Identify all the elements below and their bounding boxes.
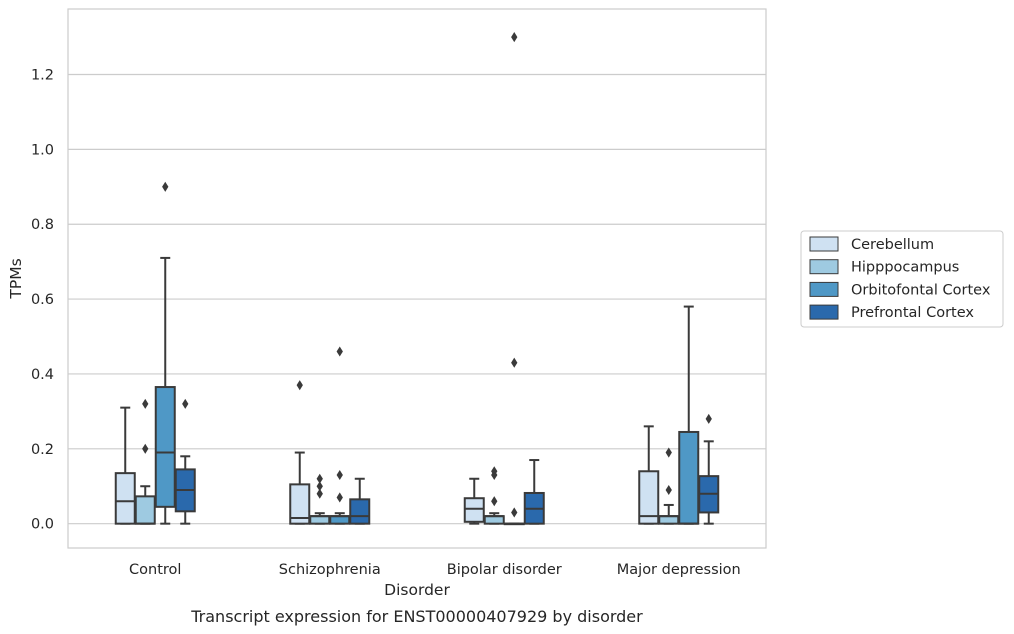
box-iqr [658, 515, 680, 525]
box-group [483, 466, 505, 525]
box-group [309, 473, 331, 525]
outlier-point [511, 507, 518, 518]
x-tick-label: Control [129, 562, 181, 578]
box-iqr [154, 386, 176, 508]
box-iqr [289, 483, 311, 525]
legend-label: Prefrontal Cortex [851, 305, 974, 321]
grid-lines [68, 73, 766, 525]
box-group [174, 398, 196, 525]
plot-frame [67, 8, 767, 549]
box-group [678, 305, 700, 525]
outlier-point [491, 466, 498, 477]
legend-swatch [809, 259, 839, 275]
legend-frame [800, 230, 1004, 328]
outlier-point [511, 357, 518, 368]
box-group [698, 413, 720, 525]
outlier-point [316, 473, 323, 484]
box-iqr [134, 495, 156, 525]
y-tick-label: 0.8 [31, 217, 54, 233]
box-iqr [114, 472, 136, 525]
box-group [658, 447, 680, 525]
box-iqr [309, 515, 331, 525]
legend-swatch [809, 281, 839, 297]
box-iqr [678, 430, 700, 525]
box-iqr [483, 515, 505, 525]
outlier-point [336, 492, 343, 503]
box-group [134, 398, 156, 525]
box-plots [114, 32, 720, 526]
legend-label: Hipppocampus [851, 260, 959, 276]
legend-label: Cerebellum [851, 237, 934, 253]
y-tick-label: 0.2 [31, 442, 54, 458]
y-tick-label: 0.4 [31, 367, 54, 383]
x-tick-label: Schizophrenia [279, 562, 381, 578]
outlier-point [296, 380, 303, 391]
legend-swatch [809, 304, 839, 320]
legend: Cerebellum Hipppocampus Orbitofontal Corte… [800, 230, 1004, 328]
y-tick-label: 1.0 [31, 142, 54, 158]
box-iqr [638, 470, 660, 525]
outlier-point [665, 447, 672, 458]
legend-label: Orbitofontal Cortex [851, 282, 991, 298]
outlier-point [162, 181, 169, 192]
figure-caption: Transcript expression for ENST0000040792… [190, 607, 643, 626]
box-group [114, 406, 136, 525]
y-tick-label: 1.2 [31, 68, 54, 84]
x-axis-label: Disorder [384, 581, 450, 599]
outlier-point [665, 484, 672, 496]
box-group [523, 459, 545, 525]
outlier-point [316, 481, 323, 492]
y-axis-ticks: 0.0 0.2 0.4 0.6 0.8 1.0 1.2 [31, 68, 54, 533]
outlier-point [142, 443, 149, 454]
outlier-point [142, 398, 149, 409]
x-tick-label: Bipolar disorder [447, 562, 562, 578]
box-group [349, 477, 371, 525]
y-tick-label: 0.6 [31, 292, 54, 308]
box-group [503, 32, 525, 526]
box-group [289, 380, 311, 525]
legend-items: Cerebellum Hipppocampus Orbitofontal Corte… [809, 236, 991, 321]
outlier-point [511, 32, 518, 43]
outlier-point [316, 488, 323, 499]
legend-swatch [809, 236, 839, 252]
outlier-point [336, 469, 343, 481]
outlier-point [336, 346, 343, 357]
y-axis-label: TPMs [7, 258, 25, 299]
box-group [638, 425, 660, 525]
box-group [329, 346, 351, 525]
box-group [154, 181, 176, 525]
box-iqr [463, 497, 485, 523]
outlier-point [491, 496, 498, 507]
x-tick-label: Major depression [617, 562, 741, 578]
outlier-point [705, 413, 712, 424]
y-tick-label: 0.0 [31, 517, 54, 533]
box-group [463, 477, 485, 525]
box-iqr [329, 515, 351, 525]
x-axis-ticks: Control Schizophrenia Bipolar disorder Majo… [129, 562, 741, 578]
box-iqr [349, 498, 371, 525]
outlier-point [182, 398, 189, 409]
